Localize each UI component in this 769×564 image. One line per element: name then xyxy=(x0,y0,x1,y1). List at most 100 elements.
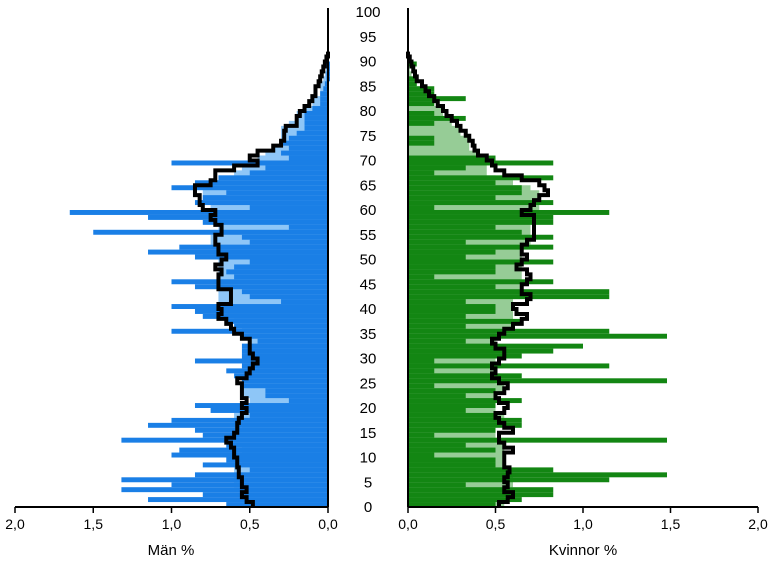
women-bar xyxy=(408,304,496,309)
women-bar xyxy=(408,244,554,250)
men-bar xyxy=(323,86,328,92)
men-bar xyxy=(320,91,328,97)
women-bar xyxy=(408,422,522,428)
men-bar xyxy=(249,170,328,176)
women-bar xyxy=(408,279,554,285)
women-bar xyxy=(408,487,554,493)
women-bar xyxy=(408,462,496,468)
men-bar xyxy=(179,244,328,250)
women-bar xyxy=(408,398,522,404)
men-bar xyxy=(288,145,328,151)
men-bar xyxy=(257,338,329,344)
men-bar xyxy=(288,398,328,404)
women-bar xyxy=(408,442,466,448)
women-bar xyxy=(408,190,522,196)
women-bar xyxy=(408,467,554,473)
left-panel-men xyxy=(69,51,330,507)
men-bar xyxy=(249,239,328,245)
women-bar xyxy=(408,205,435,211)
left-x-tick-label: 0,0 xyxy=(318,516,338,532)
women-bar xyxy=(408,120,435,126)
women-bar xyxy=(408,165,466,171)
women-bar xyxy=(408,210,610,215)
men-bar xyxy=(226,190,328,196)
men-bar xyxy=(304,111,328,116)
men-bar xyxy=(171,185,328,191)
women-bar xyxy=(408,393,466,399)
age-label: 30 xyxy=(360,351,377,368)
age-axis-labels: 0 5 10 15 20 25 30 35 40 45 50 55 60 65 70 75 80 85 90 95 10… xyxy=(355,4,380,516)
age-label: 55 xyxy=(360,227,377,244)
women-bar xyxy=(408,502,496,507)
right-x-tick-label: 2,0 xyxy=(748,516,768,532)
women-bar xyxy=(408,284,496,290)
age-label: 40 xyxy=(360,301,377,318)
age-label: 85 xyxy=(360,78,377,95)
women-bar xyxy=(408,358,435,364)
men-line xyxy=(192,51,330,507)
women-bar xyxy=(408,140,435,146)
women-bar xyxy=(408,180,496,186)
women-bar xyxy=(408,155,496,161)
men-bar xyxy=(265,393,328,399)
men-bar xyxy=(288,135,328,141)
women-bar xyxy=(408,264,496,270)
men-bar xyxy=(69,210,329,215)
men-bar xyxy=(194,254,328,260)
women-bar xyxy=(408,229,522,235)
men-bar xyxy=(281,299,328,305)
men-bar xyxy=(249,294,328,300)
women-bar xyxy=(408,417,522,423)
women-bar xyxy=(408,388,496,394)
men-bar xyxy=(171,279,328,285)
women-bar xyxy=(408,447,496,453)
women-bar xyxy=(408,135,435,141)
men-bar xyxy=(320,96,328,102)
women-bar xyxy=(408,160,554,166)
women-bar xyxy=(408,101,435,107)
age-label: 15 xyxy=(360,425,377,442)
men-bar xyxy=(202,313,328,319)
age-label: 45 xyxy=(360,276,377,293)
men-bar xyxy=(171,482,328,488)
men-bar xyxy=(202,195,328,201)
age-label: 75 xyxy=(360,128,377,145)
men-bar xyxy=(218,175,328,181)
men-bar xyxy=(241,234,328,240)
age-label: 90 xyxy=(360,54,377,71)
age-label: 100 xyxy=(355,4,380,21)
right-x-tick-label: 0,5 xyxy=(486,516,506,532)
men-bar xyxy=(202,432,328,438)
right-panel-women xyxy=(406,51,667,507)
men-bar xyxy=(194,358,328,364)
age-label: 10 xyxy=(360,450,377,467)
women-bar xyxy=(408,309,496,314)
women-bar xyxy=(408,200,554,206)
women-bar xyxy=(408,224,496,230)
women-bar xyxy=(408,333,667,339)
left-x-tick-label: 2,0 xyxy=(5,516,25,532)
men-bar xyxy=(234,323,329,329)
men-bar xyxy=(194,180,328,186)
women-bar xyxy=(408,427,496,433)
men-bar xyxy=(241,353,328,359)
women-bar xyxy=(408,254,466,260)
men-bar xyxy=(121,477,328,483)
women-bar xyxy=(408,249,496,255)
women-bar xyxy=(408,452,435,458)
women-bar xyxy=(408,492,554,498)
men-bar xyxy=(241,289,328,295)
women-bar xyxy=(408,318,522,324)
men-bar xyxy=(93,229,328,235)
men-bar xyxy=(148,249,328,255)
men-bar xyxy=(202,219,328,225)
men-bar xyxy=(241,378,328,384)
men-bar xyxy=(194,284,328,290)
men-bar xyxy=(249,205,328,211)
men-bar xyxy=(194,200,328,206)
women-bar xyxy=(408,234,554,240)
age-label: 25 xyxy=(360,375,377,392)
men-bar xyxy=(226,442,328,448)
women-bar xyxy=(408,195,496,201)
men-bar xyxy=(288,224,328,230)
